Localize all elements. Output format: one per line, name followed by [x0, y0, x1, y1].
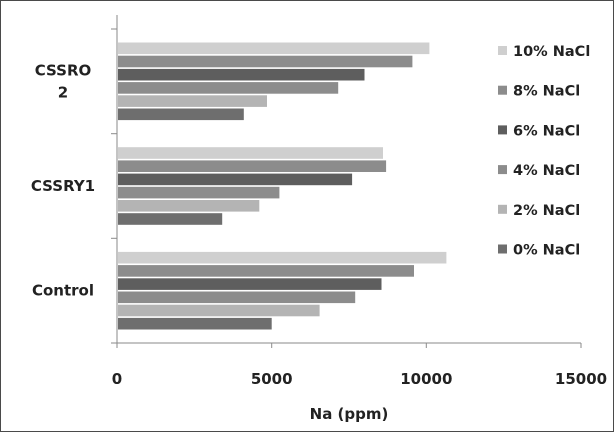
legend-label: 2% NaCl — [513, 203, 580, 219]
legend-label: 4% NaCl — [513, 163, 580, 179]
legend-swatch — [498, 85, 507, 95]
legend: 10% NaCl 8% NaCl 6% NaCl 4% NaCl 2% NaCl 0% N… — [498, 44, 590, 259]
bar-control-0-nacl — [118, 317, 272, 330]
bar-cssro-2-6-nacl — [118, 68, 365, 81]
legend-swatch — [498, 165, 507, 175]
y-category-label: CSSRO — [35, 61, 92, 79]
bar-cssry1-2-nacl — [118, 200, 260, 212]
x-tick-label: 10000 — [400, 370, 452, 388]
bar-cssry1-10-nacl — [118, 147, 383, 159]
x-tick-label: 15000 — [555, 370, 607, 388]
bar-cssro-2-0-nacl — [118, 108, 244, 121]
bar-control-8-nacl — [118, 265, 414, 277]
y-category-label: Control — [32, 282, 94, 300]
bar-control-4-nacl — [118, 291, 356, 304]
bar-control-10-nacl — [118, 251, 447, 264]
bar-control-6-nacl — [118, 278, 382, 290]
bar-control-2-nacl — [118, 304, 320, 317]
x-tick-label: 5000 — [251, 370, 293, 388]
bar-cssry1-8-nacl — [118, 160, 387, 172]
legend-label: 0% NaCl — [513, 243, 580, 259]
y-category-label: CSSRY1 — [31, 177, 95, 195]
bar-cssro-2-10-nacl — [118, 42, 430, 55]
legend-label: 6% NaCl — [513, 123, 580, 139]
legend-swatch — [498, 125, 507, 135]
legend-label: 8% NaCl — [513, 84, 580, 100]
bar-cssro-2-8-nacl — [118, 55, 413, 68]
legend-swatch — [498, 204, 507, 214]
legend-swatch — [498, 46, 507, 55]
bar-cssry1-4-nacl — [118, 186, 280, 199]
bar-cssry1-6-nacl — [118, 173, 353, 186]
bars-group — [118, 42, 447, 330]
x-axis-title: Na (ppm) — [310, 405, 389, 423]
x-tick-label: 0 — [112, 370, 122, 388]
bar-cssry1-0-nacl — [118, 213, 223, 225]
bar-cssro-2-2-nacl — [118, 95, 267, 107]
y-category-label: 2 — [58, 83, 68, 101]
legend-swatch — [498, 244, 507, 254]
legend-label: 10% NaCl — [513, 44, 590, 60]
bar-cssro-2-4-nacl — [118, 82, 339, 94]
axes-group: 0 5000 10000 15000 Na (ppm) CSSRO 2 CSSRY1 Contr… — [31, 15, 607, 423]
